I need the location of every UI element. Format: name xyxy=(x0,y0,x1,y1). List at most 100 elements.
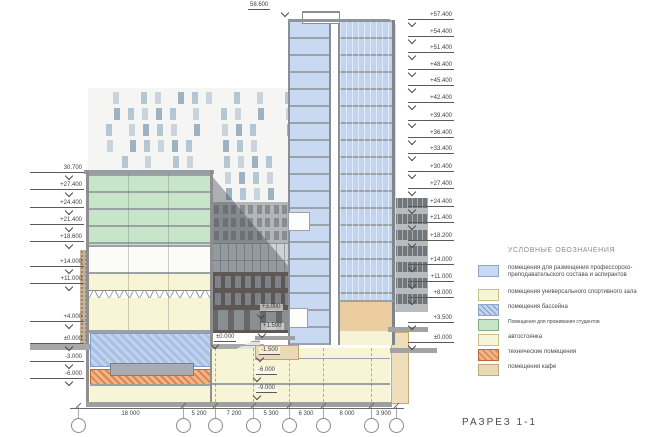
elevation-arrow xyxy=(64,206,74,216)
insulated-wall xyxy=(80,250,86,345)
slab-line xyxy=(255,358,390,359)
facade-window xyxy=(172,140,178,152)
window xyxy=(265,205,270,214)
elevation-arrow xyxy=(407,35,417,45)
facade-window xyxy=(225,172,231,184)
facade-window xyxy=(113,92,119,104)
legend-item-professors: помещения для размещения профессорско-пр… xyxy=(478,265,650,279)
window xyxy=(248,231,253,240)
window xyxy=(255,293,261,305)
facade-window xyxy=(171,124,177,136)
pool-basin xyxy=(110,363,194,376)
elevation-label: +4.000 xyxy=(30,314,84,322)
facade-window xyxy=(128,108,134,120)
facade-window xyxy=(156,108,162,120)
legend-item-students: Помещения для проживания студентов xyxy=(478,319,650,333)
window-band xyxy=(392,214,428,224)
facade-window xyxy=(235,108,241,120)
elevation-arrow xyxy=(64,320,74,330)
elevation-label: +27.400 xyxy=(408,181,454,189)
elevation-label: ±0.000 xyxy=(214,334,237,342)
elevation-arrow xyxy=(280,8,290,18)
window xyxy=(231,218,236,227)
legend-item-pool: помещения бассейна xyxy=(478,304,650,318)
window xyxy=(248,205,253,214)
block-roof-slab xyxy=(84,170,214,174)
elevation-label: +24.400 xyxy=(30,200,84,208)
elevation-label: +21.400 xyxy=(30,217,84,225)
facade-window xyxy=(129,124,135,136)
elevation-label: +24.400 xyxy=(408,199,454,207)
legend-swatch-orange-hatch xyxy=(478,349,499,361)
facade-window xyxy=(267,172,273,184)
grid-bubble xyxy=(316,418,331,433)
elevation-label: +11.000 xyxy=(30,276,84,284)
facade-window xyxy=(252,156,258,168)
window xyxy=(235,276,241,288)
window xyxy=(273,231,279,240)
legend-label: помещения универсального спортивного зал… xyxy=(508,289,637,295)
tower-opening xyxy=(288,212,310,231)
window xyxy=(239,205,245,214)
axis-line xyxy=(371,407,372,418)
window-band xyxy=(392,262,428,272)
window xyxy=(282,231,287,240)
facade-window xyxy=(141,92,147,104)
block-left-wall xyxy=(86,170,89,406)
window xyxy=(215,293,221,305)
elevation-label: +51.400 xyxy=(408,45,454,53)
grid-bubble xyxy=(71,418,86,433)
elevation-label: ±0.000 xyxy=(30,336,84,344)
elevation-label: -3.000 xyxy=(30,354,84,362)
axis-dashed-line xyxy=(215,348,216,402)
facade-window xyxy=(253,172,259,184)
facade-window xyxy=(144,140,150,152)
facade-window xyxy=(155,92,161,104)
facade-window xyxy=(268,188,274,200)
window xyxy=(225,276,231,288)
elevation-label: +14.000 xyxy=(408,257,454,265)
elevation-arrow xyxy=(407,68,417,78)
elevation-label: +33.400 xyxy=(408,146,454,154)
ground-slab-left xyxy=(30,344,90,350)
elevation-label: +45.400 xyxy=(408,78,454,86)
slab-line xyxy=(212,383,390,385)
window-band xyxy=(392,294,428,304)
elevation-arrow xyxy=(64,188,74,198)
window xyxy=(256,218,262,227)
elevation-label: -6.000 xyxy=(30,371,84,379)
window xyxy=(245,276,251,288)
legend-header: УСЛОВНЫЕ ОБОЗНАЧЕНИЯ xyxy=(508,247,616,254)
facade-window xyxy=(206,92,212,104)
facade-window xyxy=(257,92,263,104)
grid-bubble xyxy=(282,418,297,433)
dimension-label: 5 300 xyxy=(263,411,279,417)
elevation-label: +36.400 xyxy=(408,130,454,138)
legend-swatch-blue-hatch xyxy=(478,304,499,316)
window xyxy=(245,293,251,305)
tower-lower-band xyxy=(338,331,395,345)
window xyxy=(265,276,271,288)
elevation-label: +42.400 xyxy=(408,95,454,103)
elevation-label: +48.400 xyxy=(408,62,454,70)
facade-window xyxy=(187,156,193,168)
axis-line xyxy=(253,407,254,418)
legend-swatch-blue xyxy=(478,265,499,277)
plus3500-slab xyxy=(388,327,428,332)
facade-window xyxy=(194,124,200,136)
facade-window xyxy=(193,108,199,120)
grid-bubble xyxy=(364,418,379,433)
elevation-label: -1.500 xyxy=(259,347,281,355)
window xyxy=(214,218,219,227)
elevation-label: ±0.000 xyxy=(408,335,454,343)
elevation-label: -6.000 xyxy=(256,367,278,375)
block-white-floor xyxy=(88,245,211,274)
facade-window xyxy=(234,92,240,104)
legend-swatch-green xyxy=(478,319,499,331)
legend-swatch-pale-yellow xyxy=(478,334,499,346)
dimension-label: 6 300 xyxy=(298,411,314,417)
ground-slab-mid xyxy=(210,344,264,349)
elevation-arrow xyxy=(64,171,74,181)
elevation-label: +3.000 xyxy=(260,304,283,312)
elevation-label: +11.000 xyxy=(408,274,454,282)
